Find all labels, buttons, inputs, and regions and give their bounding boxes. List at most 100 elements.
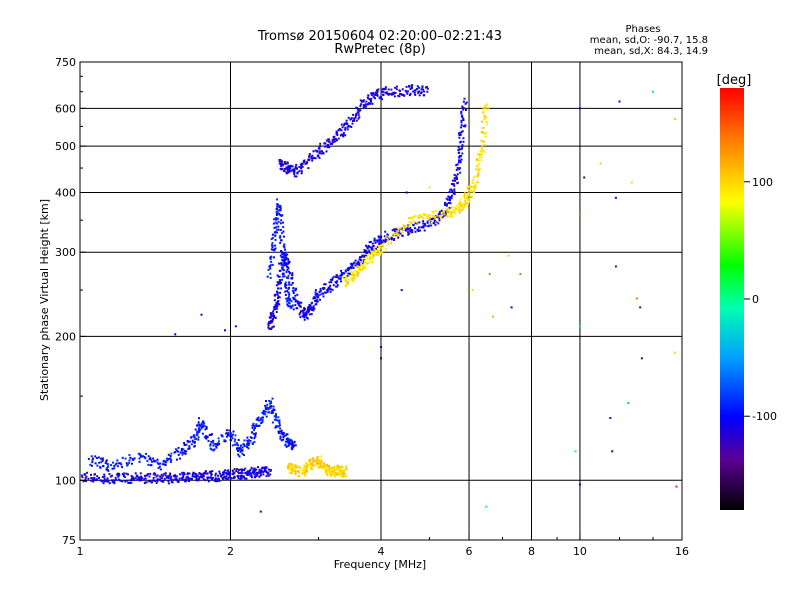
echo-point	[167, 482, 170, 485]
echo-point	[451, 190, 454, 193]
echo-point	[341, 272, 344, 275]
echo-point	[278, 206, 281, 209]
echo-point	[286, 297, 289, 300]
echo-point	[331, 142, 333, 145]
echo-point	[336, 134, 339, 136]
echo-point	[162, 463, 165, 466]
echo-point	[278, 419, 281, 422]
echo-point	[312, 150, 315, 153]
echo-point	[459, 131, 462, 134]
echo-point	[282, 245, 285, 248]
echo-point	[483, 132, 486, 135]
echo-point	[315, 462, 318, 465]
echo-point	[353, 277, 356, 280]
echo-point	[481, 120, 483, 123]
echo-point	[285, 286, 288, 289]
echo-point	[272, 310, 275, 313]
echo-point	[139, 472, 142, 475]
echo-point	[269, 322, 272, 325]
echo-point	[420, 91, 423, 94]
echo-point	[462, 108, 465, 111]
echo-point	[303, 309, 306, 312]
echo-point	[326, 474, 329, 477]
echo-point	[159, 468, 162, 471]
echo-point	[224, 329, 226, 332]
echo-point	[292, 308, 295, 311]
echo-point	[191, 439, 194, 442]
echo-point	[294, 298, 297, 301]
echo-point	[280, 168, 283, 171]
echo-point	[287, 295, 290, 298]
echo-point	[459, 209, 462, 211]
echo-point	[327, 140, 330, 143]
echo-point	[368, 253, 371, 256]
echo-point	[424, 224, 427, 227]
echo-point	[465, 202, 468, 205]
echo-point	[471, 196, 474, 199]
echo-point	[488, 273, 491, 276]
echo-point	[363, 254, 366, 257]
echo-point	[519, 273, 522, 276]
echo-point	[307, 464, 310, 467]
echo-point	[336, 285, 339, 288]
echo-point	[412, 216, 415, 218]
echo-point	[217, 437, 220, 440]
echo-point	[418, 94, 421, 97]
echo-point	[208, 476, 211, 479]
x-tick-label: 1	[77, 545, 84, 558]
echo-point	[287, 258, 290, 261]
echo-point	[263, 467, 266, 470]
echo-point	[306, 161, 309, 164]
echo-point	[434, 217, 437, 220]
echo-point	[274, 221, 277, 224]
echo-point	[285, 445, 288, 448]
echo-point	[337, 129, 340, 132]
echo-point	[464, 200, 467, 203]
echo-point	[131, 476, 134, 479]
echo-point	[296, 300, 299, 303]
echo-point	[311, 460, 314, 463]
echo-point	[331, 139, 334, 141]
echo-point	[303, 159, 306, 162]
echo-point	[464, 102, 467, 105]
echo-point	[465, 101, 468, 104]
echo-point	[292, 464, 295, 467]
echo-point	[314, 157, 317, 160]
echo-point	[485, 120, 488, 123]
echo-point	[301, 162, 304, 165]
echo-point	[460, 112, 463, 115]
echo-point	[458, 211, 461, 214]
echo-point	[408, 85, 411, 88]
echo-point	[459, 206, 462, 209]
echo-point	[284, 281, 287, 284]
echo-point	[298, 471, 300, 474]
echo-point	[288, 302, 291, 305]
echo-point	[266, 472, 269, 475]
echo-point	[113, 467, 116, 470]
echo-point	[303, 307, 306, 309]
echo-point	[275, 304, 278, 307]
echo-point	[215, 446, 218, 449]
echo-point	[268, 327, 271, 330]
echo-point	[579, 483, 581, 486]
echo-point	[331, 277, 334, 280]
echo-point	[351, 278, 354, 280]
echo-point	[277, 281, 280, 284]
echo-point	[316, 292, 319, 295]
echo-point	[273, 415, 276, 418]
echo-point	[457, 151, 460, 154]
echo-point	[390, 88, 393, 91]
echo-point	[181, 476, 184, 479]
echo-point	[239, 472, 242, 475]
echo-point	[450, 206, 453, 209]
echo-point	[174, 474, 177, 477]
echo-point	[482, 126, 485, 129]
echo-point	[469, 184, 472, 187]
echo-point	[310, 313, 313, 316]
echo-point	[253, 475, 256, 478]
echo-point	[138, 479, 141, 482]
echo-point	[346, 123, 349, 125]
echo-point	[397, 231, 400, 234]
echo-point	[204, 470, 207, 473]
echo-point	[386, 240, 389, 243]
